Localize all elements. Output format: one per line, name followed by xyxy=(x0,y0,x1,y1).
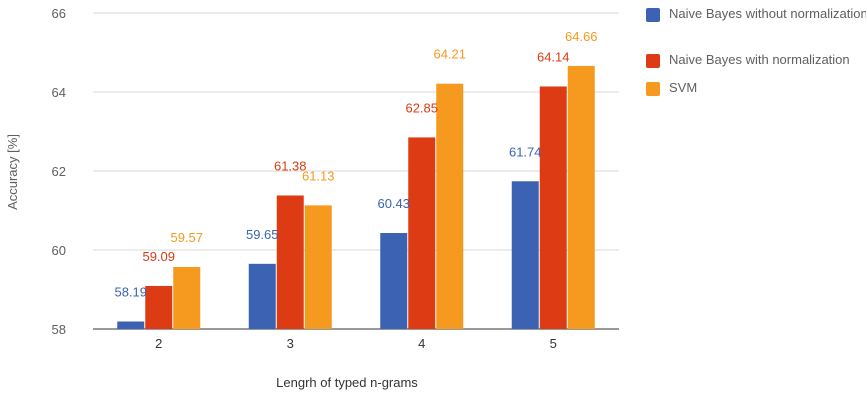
y-tick-label: 60 xyxy=(52,243,66,258)
legend-item-naive-bayes-with-normalization: Naive Bayes with normalization xyxy=(646,51,866,68)
data-label: 64.14 xyxy=(537,49,570,64)
x-tick-label: 3 xyxy=(287,336,294,351)
data-label: 64.21 xyxy=(433,47,466,62)
bar xyxy=(145,285,173,329)
y-axis-title: Accuracy [%] xyxy=(5,134,20,210)
bar xyxy=(567,65,595,330)
y-tick-label: 58 xyxy=(52,322,66,337)
x-tick-label: 4 xyxy=(418,336,425,351)
data-label: 59.65 xyxy=(246,227,279,242)
bar xyxy=(304,205,332,329)
legend-label: Naive Bayes with normalization xyxy=(669,52,850,67)
y-tick-label: 66 xyxy=(52,6,66,21)
bar xyxy=(173,266,201,329)
data-label: 61.74 xyxy=(509,144,542,159)
bar xyxy=(539,86,567,329)
legend-label: SVM xyxy=(669,80,698,95)
x-tick-label: 5 xyxy=(550,336,557,351)
data-label: 61.38 xyxy=(274,158,307,173)
legend-item-svm: SVM xyxy=(646,79,866,96)
data-label: 59.57 xyxy=(170,230,203,245)
data-label: 64.66 xyxy=(565,29,598,44)
bar xyxy=(117,321,145,329)
data-label: 62.85 xyxy=(405,100,438,115)
bar xyxy=(276,195,304,329)
legend-swatch xyxy=(646,82,660,96)
bar xyxy=(408,137,436,329)
legend-item-naive-bayes-without-normalization: Naive Bayes without normalization xyxy=(646,5,866,22)
axes: 58 60 62 64 66 2 3 4 5 xyxy=(52,6,557,351)
bars xyxy=(117,65,595,330)
data-label: 60.43 xyxy=(377,196,410,211)
bar xyxy=(511,181,539,329)
y-tick-label: 64 xyxy=(52,85,66,100)
data-label: 61.13 xyxy=(302,168,335,183)
data-label: 59.09 xyxy=(142,249,175,264)
bar xyxy=(380,233,408,329)
bar xyxy=(248,263,276,329)
legend-label: Naive Bayes without normalization xyxy=(669,6,866,21)
x-axis-title: Lengrh of typed n-grams xyxy=(276,375,418,390)
y-tick-label: 62 xyxy=(52,164,66,179)
legend-swatch xyxy=(646,54,660,68)
data-label: 58.19 xyxy=(114,284,147,299)
bar xyxy=(436,83,464,329)
x-tick-label: 2 xyxy=(155,336,162,351)
legend-swatch xyxy=(646,8,660,22)
